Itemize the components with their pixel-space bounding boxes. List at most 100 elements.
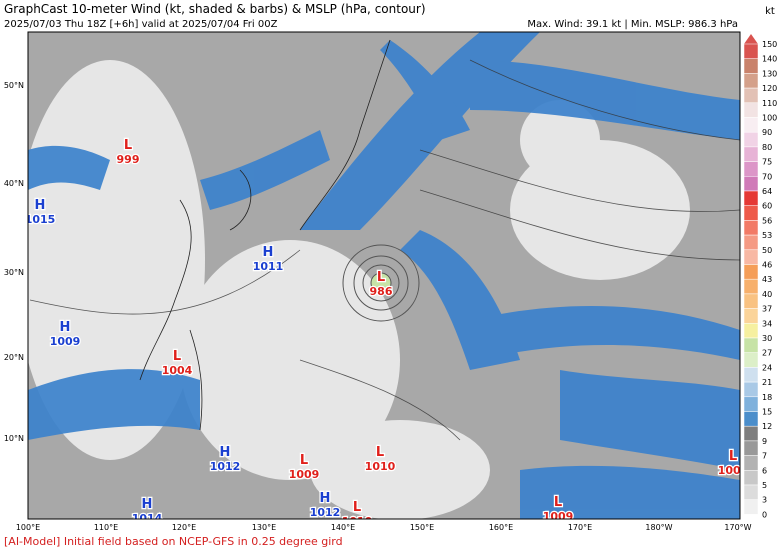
colorbar-label: 0 [762,510,767,519]
colorbar-swatch [743,176,759,192]
map-frame [27,31,741,520]
colorbar-label: 64 [762,187,772,196]
wind-shading [28,32,740,519]
lat-labels: 50°N 40°N 30°N 20°N 10°N [4,81,24,443]
colorbar-swatch [743,499,759,515]
lon-label: 150°E [410,523,434,532]
lat-label: 40°N [4,179,24,188]
lon-label: 160°E [489,523,513,532]
stats: Max. Wind: 39.1 kt | Min. MSLP: 986.3 hP… [527,19,738,30]
center-kind: H [263,245,274,260]
colorbar-label: 50 [762,246,772,255]
colorbar-swatch [743,411,759,427]
colorbar-swatch [743,220,759,236]
center-kind: H [320,491,331,506]
center-kind: L [173,349,181,364]
colorbar-label: 56 [762,216,772,225]
colorbar-swatch [743,352,759,368]
colorbar-arrow [744,34,758,44]
colorbar-label: 34 [762,319,772,328]
colorbar-label: 100 [762,114,777,123]
colorbar-swatch [743,337,759,353]
colorbar-swatch [743,87,759,104]
colorbar-label: 27 [762,349,772,358]
colorbar-label: 9 [762,437,767,446]
coastlines [139,39,391,431]
center-kind: H [142,497,153,512]
colorbar-label: 12 [762,422,772,431]
colorbar-label: 15 [762,408,772,417]
colorbar-label: 53 [762,231,772,240]
colorbar-label: 5 [762,481,767,490]
lon-label: 120°E [172,523,196,532]
center-value: 1011 [253,260,284,273]
colorbar-swatch [743,117,759,133]
colorbar-swatch [743,264,759,280]
colorbar-label: 37 [762,305,772,314]
colorbar-swatch [743,43,759,59]
colorbar-swatch [743,73,759,89]
center-value: 986 [370,285,393,298]
center-value: 1009 [289,468,320,481]
colorbar-swatch [743,58,759,74]
center-kind: L [729,449,737,464]
colorbar-swatch [743,131,759,148]
center-kind: L [124,138,132,153]
colorbar-swatch [743,278,759,295]
center-kind: L [377,270,385,285]
center-value: 999 [117,153,140,166]
colorbar-swatch [743,234,759,251]
center-value: 1009 [718,464,749,477]
center-value: 1009 [543,510,574,523]
center-kind: L [353,500,361,515]
colorbar-label: 18 [762,393,772,402]
colorbar-label: 120 [762,84,777,93]
colorbar-label: 40 [762,290,772,299]
colorbar-label: 30 [762,334,772,343]
center-kind: L [554,495,562,510]
center-value: 1009 [50,335,81,348]
lon-labels: 100°E 110°E 120°E 130°E 140°E 150°E 160°E 170°E… [16,523,752,532]
lon-label: 100°E [16,523,40,532]
center-kind: H [35,198,46,213]
colorbar-label: 110 [762,99,777,108]
title: GraphCast 10-meter Wind (kt, shaded & ba… [4,2,426,16]
colorbar-swatch [743,205,759,221]
center-value: 1010 [365,460,396,473]
center-value: 1004 [162,364,193,377]
lon-label: 140°E [331,523,355,532]
colorbar-label: 75 [762,158,772,167]
subtitle: 2025/07/03 Thu 18Z [+6h] valid at 2025/0… [4,19,278,30]
colorbar-label: 46 [762,261,772,270]
colorbar-swatch [743,249,759,265]
colorbar-swatch [743,190,759,206]
lon-label: 180°W [645,523,672,532]
colorbar-swatch [743,470,759,486]
colorbar-label: 70 [762,172,772,181]
colorbar-swatch [743,102,759,118]
colorbar-swatch [743,381,759,398]
colorbar-swatch [743,484,759,500]
colorbar-swatch [743,440,759,456]
center-kind: H [60,320,71,335]
colorbar-swatch [743,308,759,324]
typhoon-rings [342,244,420,322]
colorbar-swatch [743,396,759,412]
colorbar-label: 80 [762,143,772,152]
lon-label: 130°E [252,523,276,532]
lat-label: 30°N [4,268,24,277]
colorbar-label: 3 [762,496,767,505]
center-kind: H [220,445,231,460]
colorbar-label: 130 [762,69,777,78]
lat-label: 20°N [4,353,24,362]
center-value: 1010 [342,515,373,528]
colorbar-swatch [743,146,759,162]
colorbar-swatch [743,425,759,442]
colorbar-label: 7 [762,452,767,461]
footer: [AI-Model] Initial field based on NCEP-G… [4,535,343,548]
colorbar-label: 60 [762,202,772,211]
colorbar-swatch [743,323,759,339]
